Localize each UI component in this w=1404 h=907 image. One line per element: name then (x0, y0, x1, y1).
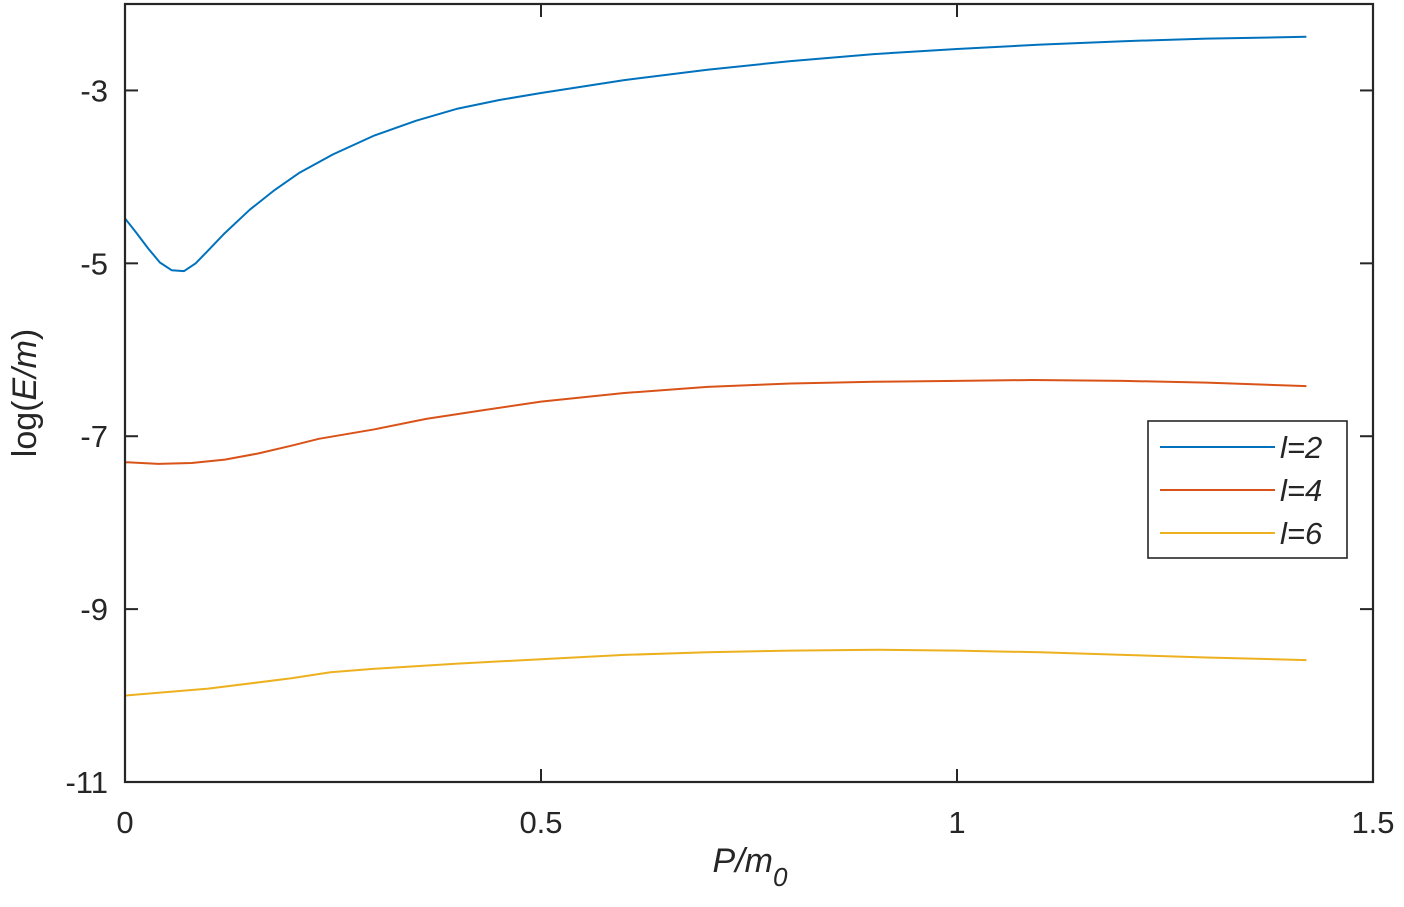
legend-label-l4: l=4 (1280, 473, 1322, 508)
series-line-l4 (124, 379, 1307, 465)
y-tick-label: -7 (80, 419, 108, 454)
legend-label-l6: l=6 (1280, 516, 1323, 551)
legend-item-l6: l=6 (1160, 516, 1323, 551)
y-tick-label: -3 (80, 73, 108, 108)
x-axis: 0 0.5 1 1.5 (116, 4, 1395, 840)
x-axis-title: P/m0 (713, 842, 788, 892)
legend: l=2 l=4 l=6 (1147, 420, 1348, 559)
series-line-l6 (124, 648, 1307, 697)
y-axis-title-italic: E/m (6, 340, 44, 400)
y-axis-title: log(E/m) (6, 329, 44, 457)
x-axis-title-subscript: 0 (773, 862, 788, 892)
y-axis: -3 -5 -7 -9 -11 (65, 73, 1373, 800)
x-tick-label: 1 (948, 805, 965, 840)
y-tick-label: -5 (80, 246, 108, 281)
x-tick-label: 0 (116, 805, 133, 840)
y-axis-title-prefix: log( (6, 400, 44, 457)
x-tick-label: 0.5 (519, 805, 562, 840)
legend-item-l4: l=4 (1160, 473, 1322, 508)
x-tick-label: 1.5 (1351, 805, 1394, 840)
y-tick-label: -11 (65, 765, 108, 800)
series-line-l2 (124, 35, 1307, 273)
x-axis-title-main: P/m (713, 842, 773, 880)
y-axis-title-suffix: ) (6, 329, 44, 340)
plot-area-frame (123, 2, 1375, 784)
y-tick-label: -9 (80, 592, 108, 627)
series-layer (124, 35, 1307, 697)
legend-item-l2: l=2 (1160, 430, 1322, 465)
legend-label-l2: l=2 (1280, 430, 1322, 465)
